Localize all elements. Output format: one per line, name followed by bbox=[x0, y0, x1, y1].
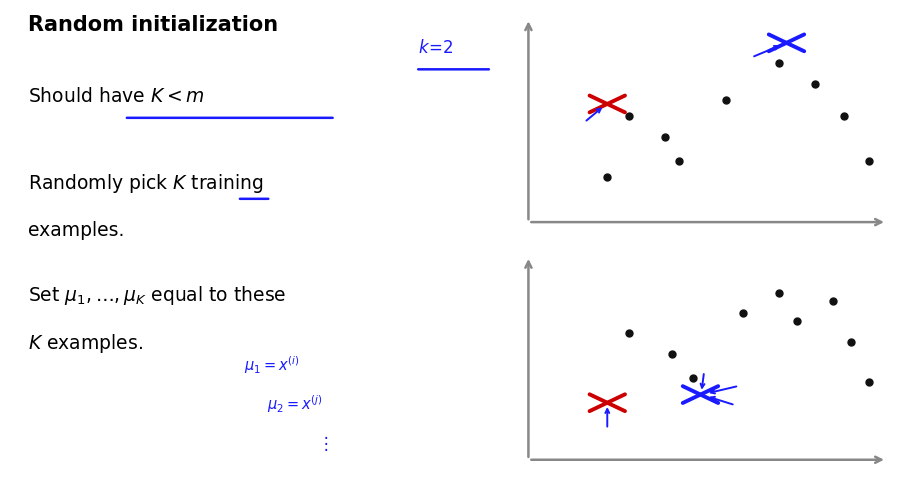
Text: Should have $\mathit{K} < \mathit{m}$: Should have $\mathit{K} < \mathit{m}$ bbox=[28, 87, 204, 106]
Text: Random initialization: Random initialization bbox=[28, 15, 278, 34]
Text: $k\!=\!2$: $k\!=\!2$ bbox=[418, 39, 454, 57]
Text: $\mathit{K}$ examples.: $\mathit{K}$ examples. bbox=[28, 332, 142, 354]
Text: $\mu_1 = x^{(i)}$: $\mu_1 = x^{(i)}$ bbox=[244, 353, 300, 375]
Text: examples.: examples. bbox=[28, 220, 124, 239]
Text: $\mu_2 = x^{(j)}$: $\mu_2 = x^{(j)}$ bbox=[267, 392, 323, 414]
Text: Set $\mu_1,\ldots,\mu_K$ equal to these: Set $\mu_1,\ldots,\mu_K$ equal to these bbox=[28, 283, 286, 306]
Text: Randomly pick $\mathit{K}$ training: Randomly pick $\mathit{K}$ training bbox=[28, 172, 263, 195]
Text: $\vdots$: $\vdots$ bbox=[317, 433, 328, 452]
